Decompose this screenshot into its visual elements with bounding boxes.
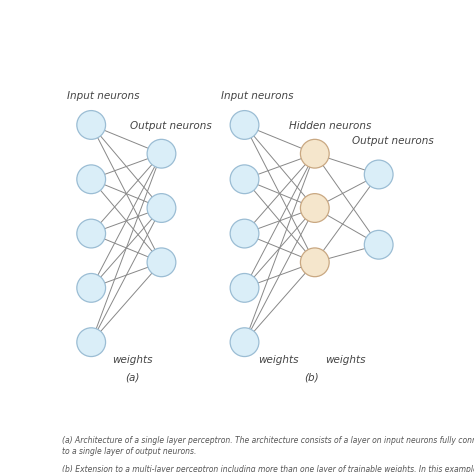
Text: Input neurons: Input neurons bbox=[220, 91, 293, 101]
Circle shape bbox=[230, 328, 259, 356]
Circle shape bbox=[301, 139, 329, 168]
Circle shape bbox=[77, 219, 106, 248]
Circle shape bbox=[230, 110, 259, 139]
Text: weights: weights bbox=[325, 354, 365, 364]
Circle shape bbox=[147, 194, 176, 222]
Circle shape bbox=[147, 248, 176, 277]
Circle shape bbox=[230, 219, 259, 248]
Text: (b): (b) bbox=[304, 372, 319, 382]
Circle shape bbox=[365, 160, 393, 189]
Circle shape bbox=[77, 328, 106, 356]
Text: weights: weights bbox=[258, 354, 298, 364]
Text: Output neurons: Output neurons bbox=[352, 136, 433, 146]
Circle shape bbox=[77, 273, 106, 302]
Circle shape bbox=[365, 230, 393, 259]
Text: Hidden neurons: Hidden neurons bbox=[289, 121, 372, 131]
Circle shape bbox=[301, 194, 329, 222]
Text: (a) Architecture of a single layer perceptron. The architecture consists of a la: (a) Architecture of a single layer perce… bbox=[63, 437, 474, 456]
Circle shape bbox=[301, 248, 329, 277]
Circle shape bbox=[147, 139, 176, 168]
Text: (a): (a) bbox=[126, 372, 140, 382]
Circle shape bbox=[77, 165, 106, 194]
Text: weights: weights bbox=[112, 354, 153, 364]
Circle shape bbox=[230, 165, 259, 194]
Text: Input neurons: Input neurons bbox=[67, 91, 140, 101]
Text: Output neurons: Output neurons bbox=[129, 121, 211, 131]
Circle shape bbox=[230, 273, 259, 302]
Text: (b) Extension to a multi-layer perceptron including more than one layer of train: (b) Extension to a multi-layer perceptro… bbox=[63, 465, 474, 472]
Circle shape bbox=[77, 110, 106, 139]
